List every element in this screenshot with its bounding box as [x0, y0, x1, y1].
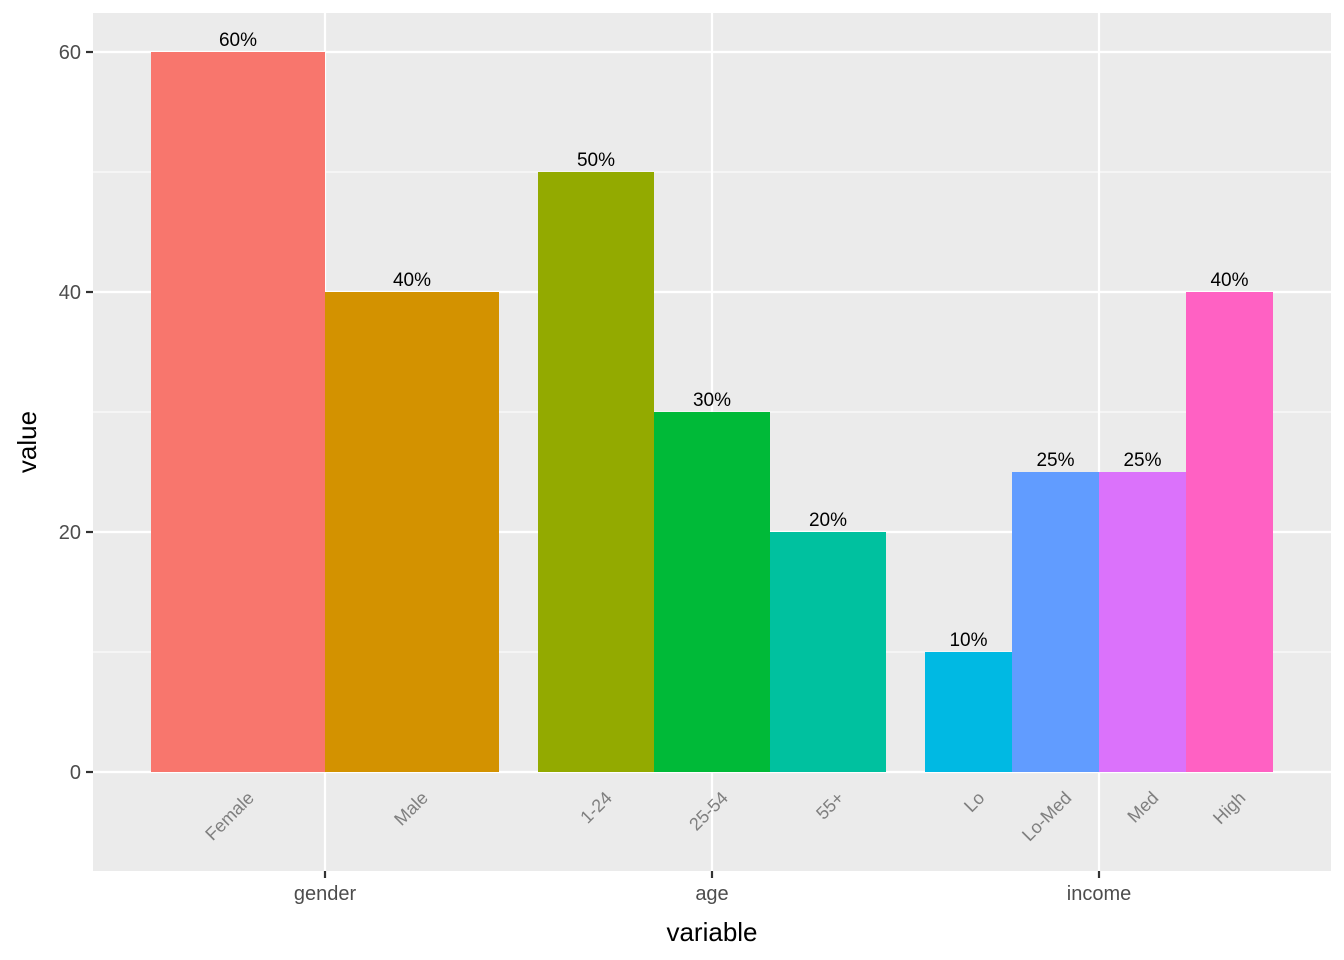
y-axis-title: value: [12, 411, 42, 473]
bar-med: [1099, 472, 1186, 772]
bar-value-label: 25%: [1123, 450, 1161, 471]
y-tick-label: 20: [59, 522, 81, 544]
bar-value-labels: 60% 40% 50% 30% 20% 10% 25% 25% 40%: [219, 30, 1249, 651]
bar-value-label: 40%: [1210, 270, 1248, 291]
group-label-gender: gender: [294, 883, 357, 905]
y-tick-label: 60: [59, 42, 81, 64]
bar-value-label: 40%: [393, 270, 431, 291]
group-label-age: age: [695, 883, 728, 905]
group-label-income: income: [1067, 883, 1131, 905]
bar-value-label: 50%: [577, 150, 615, 171]
bar-value-label: 25%: [1036, 450, 1074, 471]
bar-1-24: [538, 172, 654, 772]
x-axis-title: variable: [666, 917, 757, 947]
bars: [151, 52, 1273, 772]
bar-lo: [925, 652, 1012, 772]
bar-male: [325, 292, 499, 772]
bar-value-label: 10%: [949, 630, 987, 651]
y-tick-label: 0: [70, 762, 81, 784]
y-tick-label: 40: [59, 282, 81, 304]
bar-value-label: 30%: [693, 390, 731, 411]
bar-female: [151, 52, 325, 772]
bar-55+: [770, 532, 886, 772]
bar-lo-med: [1012, 472, 1099, 772]
bar-value-label: 60%: [219, 30, 257, 51]
bar-25-54: [654, 412, 770, 772]
y-axis: 0 20 40 60: [59, 42, 93, 784]
bar-high: [1186, 292, 1273, 772]
bar-value-label: 20%: [809, 510, 847, 531]
